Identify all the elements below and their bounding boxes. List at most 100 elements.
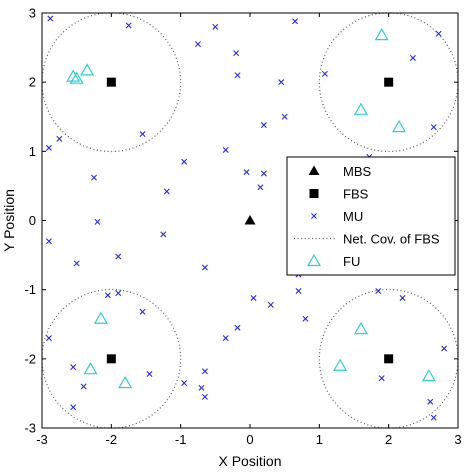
mu-point <box>427 398 434 405</box>
mu-x-stroke <box>311 213 317 219</box>
mu-x-stroke <box>292 18 299 25</box>
mu-point <box>80 383 87 390</box>
mu-point <box>201 264 208 271</box>
mu-x-stroke <box>222 146 229 153</box>
mu-x-stroke <box>125 22 132 29</box>
mu-point <box>73 260 80 267</box>
legend-entry: MU <box>311 209 363 224</box>
mu-point <box>222 146 229 153</box>
mu-point <box>160 231 167 238</box>
mu-x-stroke <box>212 23 219 30</box>
mu-point <box>70 364 77 371</box>
mu-point <box>115 290 122 297</box>
legend-label: FBS <box>343 187 369 202</box>
mu-point <box>430 124 437 131</box>
mu-x-stroke <box>243 169 250 176</box>
legend-label: MBS <box>343 164 372 179</box>
mu-point <box>115 253 122 260</box>
mu-x-stroke <box>160 231 167 238</box>
mu-x-stroke <box>139 131 146 138</box>
fu-point <box>333 358 348 371</box>
mu-point <box>70 404 77 411</box>
legend-label: MU <box>343 209 363 224</box>
mu-point <box>435 30 442 37</box>
y-tick-label: -3 <box>24 421 36 436</box>
y-tick-label: 3 <box>29 6 36 21</box>
mu-point <box>321 70 328 77</box>
mu-point <box>146 371 153 378</box>
mu-point <box>47 15 54 22</box>
legend: MBS FBS MU Net. Cov. of FBS FU <box>286 156 456 276</box>
legend-entry: FU <box>306 253 360 269</box>
mu-point <box>441 345 448 352</box>
mu-x-stroke <box>45 238 52 245</box>
mu-point <box>45 238 52 245</box>
mu-point <box>198 384 205 391</box>
mu-point <box>104 292 111 299</box>
mu-point <box>234 324 241 331</box>
mu-point <box>375 288 382 295</box>
mu-x-stroke <box>70 404 77 411</box>
mu-x-stroke <box>267 301 274 308</box>
y-axis-label: Y Position <box>1 189 17 252</box>
mu-x-stroke <box>257 184 264 191</box>
y-tick-label: -2 <box>24 351 36 366</box>
mu-x-stroke <box>91 174 97 181</box>
mu-point <box>139 308 146 315</box>
fbs-point <box>106 354 116 364</box>
mu-point <box>201 368 208 375</box>
mu-x-stroke <box>399 294 406 301</box>
legend-label: FU <box>343 254 360 269</box>
mu-x-stroke <box>222 335 229 342</box>
y-tick-label: -1 <box>24 282 36 297</box>
mu-point <box>94 218 101 225</box>
mu-x-stroke <box>115 253 122 260</box>
mu-x-stroke <box>181 158 188 165</box>
x-tick-label: 1 <box>316 432 323 447</box>
mu-point <box>260 122 267 129</box>
mu-x-stroke <box>435 30 442 37</box>
mu-point <box>181 380 188 387</box>
mu-point <box>302 315 309 322</box>
mu-x-stroke <box>302 315 309 322</box>
fu-point <box>353 321 368 335</box>
mu-x-stroke <box>378 375 385 382</box>
mu-x-stroke <box>80 383 87 390</box>
mu-x-stroke <box>195 41 201 48</box>
coverage-circle <box>41 12 182 153</box>
mu-point <box>250 294 257 301</box>
y-tick-label: 0 <box>29 213 36 228</box>
mu-x-stroke <box>45 144 52 151</box>
mu-point <box>378 375 385 382</box>
mu-point <box>409 54 416 61</box>
mu-x-stroke <box>104 292 111 299</box>
legend-swatch <box>308 165 320 175</box>
mu-point <box>430 414 437 421</box>
y-tick-label: 1 <box>29 144 36 159</box>
mu-x-stroke <box>234 72 241 79</box>
mu-point <box>125 22 132 29</box>
x-axis-label: X Position <box>218 453 281 469</box>
mu-x-stroke <box>47 15 54 22</box>
mu-point <box>222 335 229 342</box>
fu-point <box>69 71 84 84</box>
mu-point <box>233 50 240 57</box>
mu-x-stroke <box>201 393 208 400</box>
mu-x-stroke <box>375 288 382 295</box>
mu-point <box>45 335 52 342</box>
fu-point <box>118 375 133 389</box>
mu-x-stroke <box>430 124 437 131</box>
mu-point <box>260 170 267 177</box>
mu-x-stroke <box>233 50 240 57</box>
mu-x-stroke <box>321 70 328 77</box>
legend-label: Net. Cov. of FBS <box>343 232 440 247</box>
x-tick-label: 3 <box>454 432 461 447</box>
mu-x-stroke <box>278 79 285 86</box>
fu-point <box>66 69 81 82</box>
mu-point <box>163 188 170 195</box>
y-tick-label: 2 <box>29 75 36 90</box>
fu-point <box>83 361 98 375</box>
mu-x-stroke <box>198 384 205 391</box>
mu-x-stroke <box>234 324 241 331</box>
